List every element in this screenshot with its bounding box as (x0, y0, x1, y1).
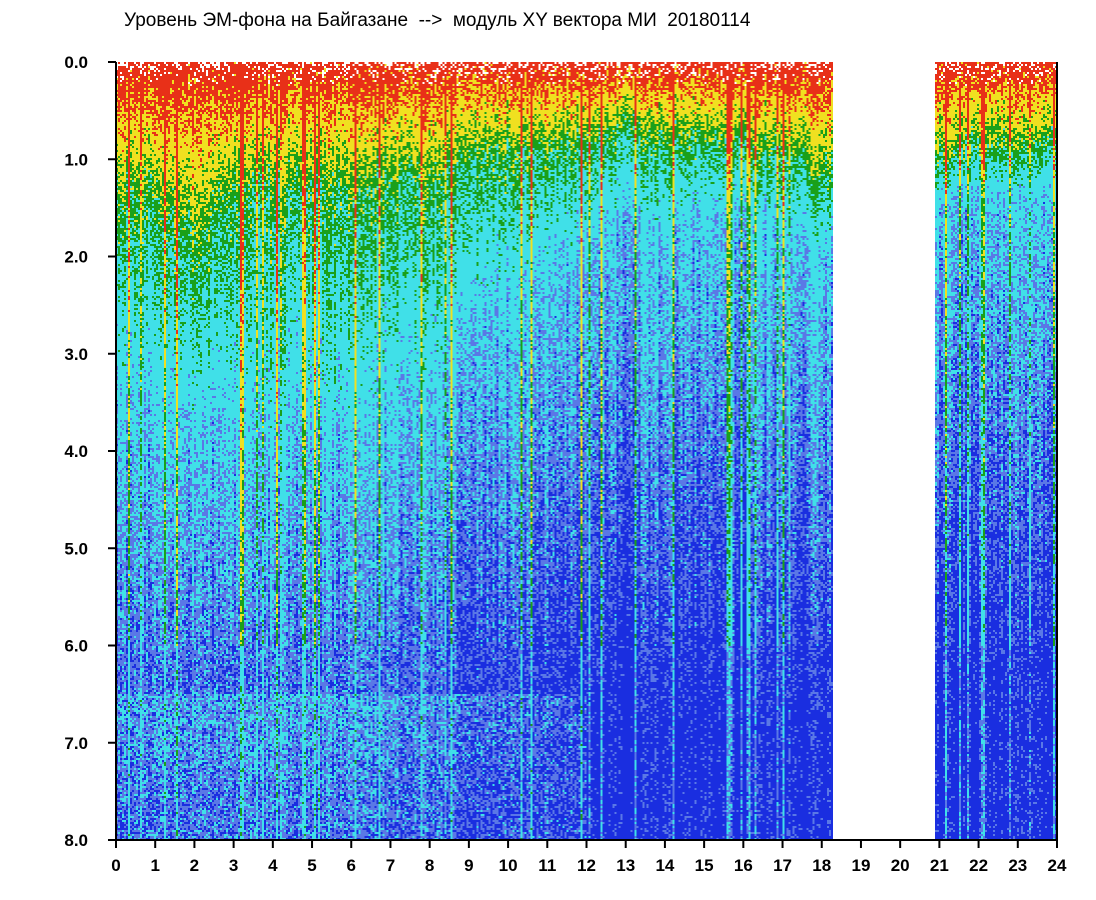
x-tick-label: 6 (347, 856, 356, 875)
y-tick-label: 4.0 (64, 442, 88, 461)
heatmap-raster (116, 62, 1057, 840)
chart-title: Уровень ЭМ-фона на Байгазане --> модуль … (124, 10, 751, 31)
y-tick-label: 8.0 (64, 831, 88, 850)
x-tick-label: 12 (577, 856, 596, 875)
x-tick-label: 4 (268, 856, 278, 875)
x-tick-label: 3 (229, 856, 238, 875)
x-tick-label: 7 (386, 856, 395, 875)
y-tick-label: 0.0 (64, 53, 88, 72)
x-tick-label: 5 (307, 856, 316, 875)
x-tick-label: 20 (891, 856, 910, 875)
x-tick-label: 13 (616, 856, 635, 875)
x-tick-label: 22 (969, 856, 988, 875)
y-tick-label: 7.0 (64, 734, 88, 753)
y-tick-label: 6.0 (64, 637, 88, 656)
x-axis-ticks: 0 1 2 3 4 5 6 7 8 9 10 11 12 13 14 15 16 17 18 19 20 21 22 23 24 (111, 840, 1067, 875)
x-tick-label: 1 (150, 856, 159, 875)
x-tick-label: 23 (1008, 856, 1027, 875)
x-tick-label: 14 (655, 856, 674, 875)
x-tick-label: 24 (1048, 856, 1067, 875)
x-tick-label: 8 (425, 856, 434, 875)
x-tick-label: 10 (499, 856, 518, 875)
x-tick-label: 15 (695, 856, 714, 875)
x-tick-label: 17 (773, 856, 792, 875)
x-tick-label: 2 (190, 856, 199, 875)
x-tick-label: 9 (464, 856, 473, 875)
y-tick-label: 2.0 (64, 248, 88, 267)
x-tick-label: 21 (930, 856, 949, 875)
x-tick-label: 19 (851, 856, 870, 875)
x-tick-label: 16 (734, 856, 753, 875)
x-tick-label: 0 (111, 856, 120, 875)
y-axis-ticks: 0.0 1.0 2.0 3.0 4.0 5.0 6.0 7.0 8.0 (64, 53, 116, 850)
y-tick-label: 3.0 (64, 345, 88, 364)
x-tick-label: 11 (538, 856, 556, 875)
heatmap-plot-area (116, 62, 1057, 840)
y-tick-label: 5.0 (64, 539, 88, 558)
x-tick-label: 18 (812, 856, 831, 875)
y-tick-label: 1.0 (64, 150, 88, 169)
